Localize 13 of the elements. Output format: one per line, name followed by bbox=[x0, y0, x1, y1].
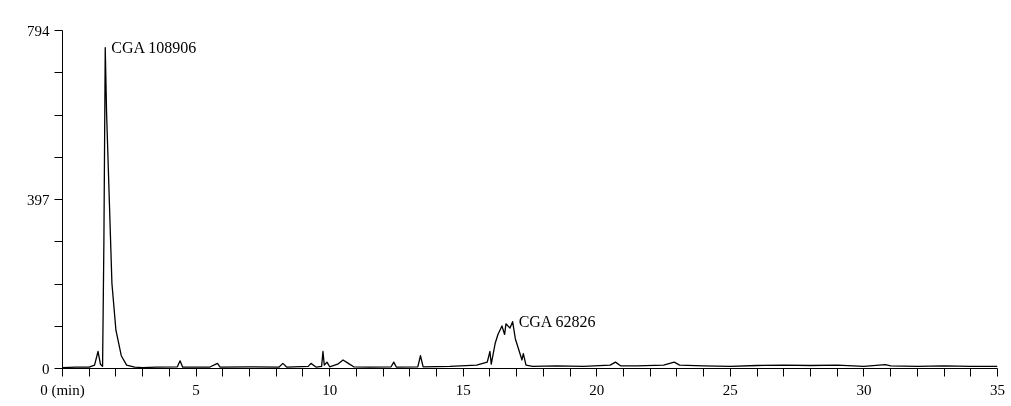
x-tick-label: 5 bbox=[192, 381, 200, 398]
y-tick-label: 0 bbox=[42, 360, 50, 377]
x-tick-label: 30 bbox=[856, 381, 872, 398]
x-tick-label: 0 (min) bbox=[40, 381, 85, 399]
annotation: CGA 108906 bbox=[111, 39, 197, 57]
x-tick-label: 15 bbox=[455, 381, 471, 398]
x-tick-label: 25 bbox=[722, 381, 738, 398]
x-tick-label: 10 bbox=[322, 381, 338, 398]
annotation: CGA 62826 bbox=[518, 313, 596, 331]
x-tick-label: 20 bbox=[589, 381, 605, 398]
y-tick-label: 794 bbox=[27, 22, 50, 39]
x-tick-label: 35 bbox=[990, 381, 1005, 398]
y-tick-label: 397 bbox=[27, 191, 50, 208]
